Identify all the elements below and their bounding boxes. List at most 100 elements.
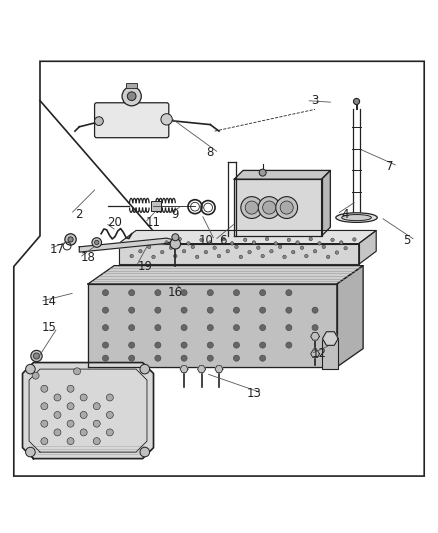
Circle shape bbox=[248, 251, 251, 254]
Circle shape bbox=[67, 420, 74, 427]
Circle shape bbox=[287, 238, 290, 241]
Circle shape bbox=[129, 355, 135, 361]
Circle shape bbox=[195, 255, 199, 259]
Circle shape bbox=[41, 403, 48, 410]
Circle shape bbox=[130, 254, 134, 258]
Circle shape bbox=[160, 251, 164, 254]
Text: 14: 14 bbox=[41, 295, 56, 308]
Polygon shape bbox=[88, 284, 337, 367]
Circle shape bbox=[25, 447, 35, 457]
Circle shape bbox=[260, 289, 266, 296]
Polygon shape bbox=[234, 171, 330, 179]
Text: 10: 10 bbox=[198, 234, 213, 247]
Circle shape bbox=[207, 342, 213, 348]
Text: 17: 17 bbox=[50, 243, 65, 255]
Circle shape bbox=[318, 241, 321, 245]
Text: 5: 5 bbox=[403, 234, 410, 247]
Polygon shape bbox=[322, 332, 338, 345]
Text: 3: 3 bbox=[311, 94, 319, 107]
Circle shape bbox=[169, 246, 173, 249]
Circle shape bbox=[233, 307, 240, 313]
Circle shape bbox=[106, 411, 113, 418]
Circle shape bbox=[204, 251, 208, 254]
Circle shape bbox=[33, 353, 39, 359]
Circle shape bbox=[67, 403, 74, 410]
Circle shape bbox=[233, 342, 240, 348]
Text: 12: 12 bbox=[312, 348, 327, 360]
Circle shape bbox=[155, 342, 161, 348]
Circle shape bbox=[182, 249, 186, 253]
Circle shape bbox=[54, 394, 61, 401]
Circle shape bbox=[207, 307, 213, 313]
Circle shape bbox=[283, 255, 286, 259]
Circle shape bbox=[129, 307, 135, 313]
Circle shape bbox=[54, 411, 61, 418]
Circle shape bbox=[148, 245, 151, 248]
Circle shape bbox=[129, 289, 135, 296]
Text: 8: 8 bbox=[207, 147, 214, 159]
Text: 2: 2 bbox=[75, 208, 83, 221]
Circle shape bbox=[106, 429, 113, 436]
Circle shape bbox=[95, 240, 99, 245]
Polygon shape bbox=[119, 230, 376, 244]
Text: 4: 4 bbox=[342, 208, 350, 221]
Circle shape bbox=[276, 197, 297, 219]
Circle shape bbox=[102, 307, 109, 313]
Circle shape bbox=[260, 355, 266, 361]
Circle shape bbox=[233, 355, 240, 361]
Circle shape bbox=[207, 355, 213, 361]
Circle shape bbox=[222, 237, 225, 241]
Circle shape bbox=[208, 241, 212, 244]
Circle shape bbox=[67, 438, 74, 445]
Circle shape bbox=[102, 342, 109, 348]
Polygon shape bbox=[359, 230, 376, 264]
Circle shape bbox=[74, 368, 81, 375]
Bar bbox=[151, 201, 161, 212]
Circle shape bbox=[353, 99, 360, 104]
Text: 9: 9 bbox=[172, 208, 179, 221]
Text: 20: 20 bbox=[107, 216, 122, 229]
Circle shape bbox=[181, 307, 187, 313]
Circle shape bbox=[93, 438, 100, 445]
Circle shape bbox=[178, 237, 181, 241]
Circle shape bbox=[41, 385, 48, 392]
Circle shape bbox=[331, 238, 334, 241]
Circle shape bbox=[140, 447, 150, 457]
Circle shape bbox=[129, 325, 135, 330]
Text: 15: 15 bbox=[41, 321, 56, 334]
Circle shape bbox=[106, 394, 113, 401]
Circle shape bbox=[274, 241, 278, 245]
Text: 16: 16 bbox=[168, 286, 183, 299]
Circle shape bbox=[260, 342, 266, 348]
Circle shape bbox=[235, 245, 238, 248]
Circle shape bbox=[252, 241, 256, 244]
Circle shape bbox=[127, 92, 136, 101]
Circle shape bbox=[80, 394, 87, 401]
Circle shape bbox=[181, 325, 187, 330]
Circle shape bbox=[279, 245, 282, 248]
Polygon shape bbox=[180, 366, 188, 373]
Circle shape bbox=[181, 342, 187, 348]
Circle shape bbox=[207, 289, 213, 296]
Circle shape bbox=[265, 237, 269, 241]
Circle shape bbox=[155, 355, 161, 361]
Polygon shape bbox=[337, 265, 363, 367]
Circle shape bbox=[32, 372, 39, 379]
Polygon shape bbox=[311, 333, 319, 340]
Circle shape bbox=[172, 234, 179, 241]
FancyBboxPatch shape bbox=[95, 103, 169, 138]
Circle shape bbox=[286, 307, 292, 313]
Polygon shape bbox=[234, 179, 321, 236]
Circle shape bbox=[353, 238, 356, 241]
Circle shape bbox=[300, 246, 304, 249]
Polygon shape bbox=[119, 244, 359, 264]
Circle shape bbox=[191, 245, 194, 248]
Circle shape bbox=[67, 385, 74, 392]
Circle shape bbox=[217, 254, 221, 258]
Text: 7: 7 bbox=[385, 159, 393, 173]
Polygon shape bbox=[198, 366, 205, 373]
Circle shape bbox=[244, 238, 247, 241]
Circle shape bbox=[239, 255, 243, 259]
Circle shape bbox=[207, 325, 213, 330]
Circle shape bbox=[139, 249, 142, 253]
